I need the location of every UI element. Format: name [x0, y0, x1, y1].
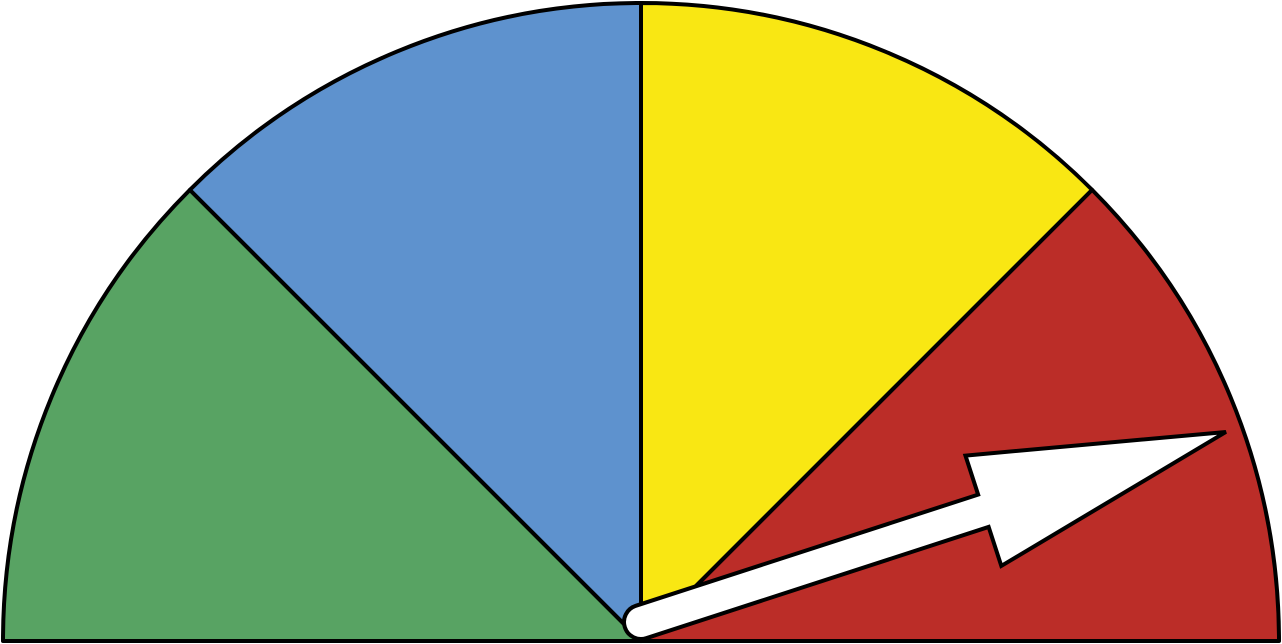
gauge-segment-blue: [187, 1, 643, 643]
gauge-segment-red: [639, 187, 1281, 643]
gauge-needle-group: [622, 429, 1227, 641]
gauge-needle: [622, 429, 1227, 641]
gauge-segment-yellow: [639, 1, 1095, 643]
gauge-segment-green: [1, 187, 643, 643]
